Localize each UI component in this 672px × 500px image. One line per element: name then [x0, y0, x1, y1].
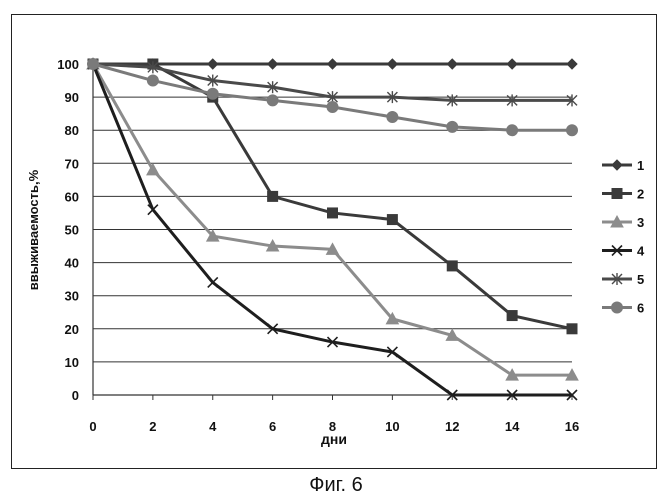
x-tick-label-2: 2	[149, 419, 156, 434]
series-3-point-1	[147, 164, 159, 175]
y-tick-label-100: 100	[57, 57, 79, 72]
series-6-point-6	[447, 121, 458, 132]
series-1-point-3	[268, 59, 278, 69]
axes	[93, 64, 572, 400]
y-tick-label-60: 60	[65, 189, 79, 204]
x-tick-label-16: 16	[565, 419, 579, 434]
legend-label-6: 6	[637, 301, 644, 316]
legend-label-1: 1	[637, 158, 644, 173]
x-axis-label: дни	[321, 431, 347, 447]
x-tick-label-0: 0	[89, 419, 96, 434]
series-6-point-1	[147, 75, 158, 86]
series-2-point-7	[507, 311, 517, 321]
series-1-point-7	[507, 59, 517, 69]
series-1-point-4	[328, 59, 338, 69]
y-tick-label-40: 40	[65, 256, 79, 271]
y-tick-label-0: 0	[72, 388, 79, 403]
legend-marker-1	[612, 160, 622, 170]
x-tick-label-4: 4	[209, 419, 217, 434]
series-1-point-2	[208, 59, 218, 69]
series-6-point-2	[207, 88, 218, 99]
y-tick-label-30: 30	[65, 289, 79, 304]
series-6-point-3	[267, 95, 278, 106]
series-2-point-6	[447, 261, 457, 271]
series-2-point-3	[268, 191, 278, 201]
y-tick-label-70: 70	[65, 156, 79, 171]
legend-label-3: 3	[637, 215, 644, 230]
x-tick-label-6: 6	[269, 419, 276, 434]
x-tick-label-10: 10	[385, 419, 399, 434]
series-1-point-6	[447, 59, 457, 69]
series-4-point-2	[208, 277, 218, 287]
legend-marker-2	[612, 189, 622, 199]
x-tick-label-12: 12	[445, 419, 459, 434]
series-6-point-4	[327, 102, 338, 113]
y-tick-label-10: 10	[65, 355, 79, 370]
series-6-point-8	[567, 125, 578, 136]
series-2-point-8	[567, 324, 577, 334]
y-tick-label-50: 50	[65, 223, 79, 238]
series-6-point-7	[507, 125, 518, 136]
legend-marker-6	[612, 302, 623, 313]
y-tick-label-80: 80	[65, 123, 79, 138]
series-2-point-4	[328, 208, 338, 218]
y-tick-label-20: 20	[65, 322, 79, 337]
figure-caption: Фиг. 6	[0, 474, 672, 497]
legend-label-2: 2	[637, 187, 644, 202]
x-tick-label-14: 14	[505, 419, 520, 434]
series-6-point-5	[387, 111, 398, 122]
series-1-point-5	[387, 59, 397, 69]
series-6-point-0	[88, 59, 99, 70]
legend-label-4: 4	[637, 244, 645, 259]
legend: 1 2 3 4 5 6	[602, 158, 645, 316]
y-tick-label-90: 90	[65, 90, 79, 105]
series-2-point-5	[387, 215, 397, 225]
tick-labels: 01020304050607080901000246810121416	[57, 57, 579, 434]
series-1-point-8	[567, 59, 577, 69]
legend-label-5: 5	[637, 272, 644, 287]
y-axis-label: ввыживаемость,%	[26, 169, 41, 290]
